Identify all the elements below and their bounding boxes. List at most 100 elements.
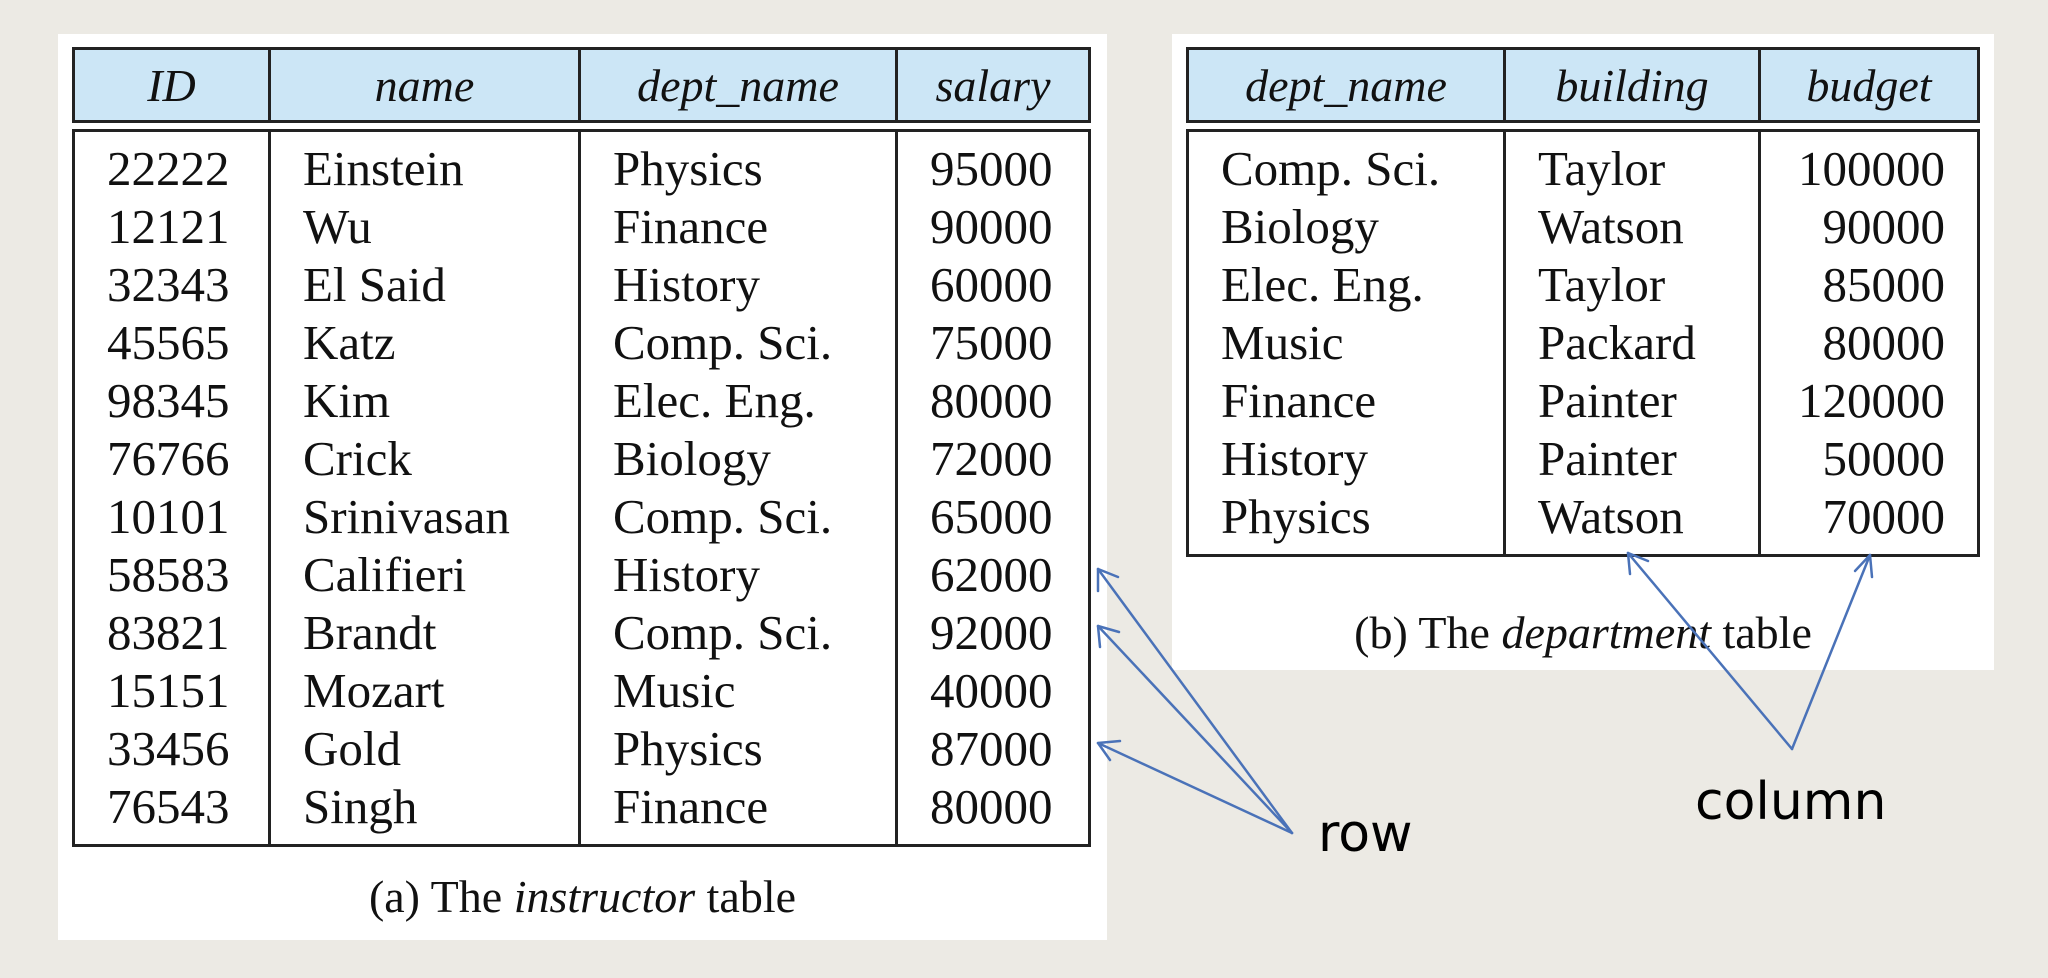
department-header-gap-cell [1187, 121, 1979, 131]
instructor-cell-dept-name: Comp. Sci. [578, 314, 898, 372]
instructor-cell-id: 32343 [72, 256, 271, 314]
instructor-caption-suffix: table [695, 871, 797, 922]
instructor-cell-salary: 80000 [895, 778, 1091, 847]
department-caption-suffix: table [1710, 607, 1812, 658]
instructor-cell-dept-name: History [578, 546, 898, 604]
table-row: 45565 Katz Comp. Sci. 75000 [72, 314, 1091, 372]
instructor-cell-salary: 80000 [895, 372, 1091, 430]
department-cell-dept-name: Music [1186, 314, 1506, 372]
instructor-cell-id: 58583 [72, 546, 271, 604]
table-row: 12121 Wu Finance 90000 [72, 198, 1091, 256]
department-cell-building: Painter [1503, 430, 1761, 488]
instructor-cell-salary: 87000 [895, 720, 1091, 778]
department-cell-budget: 70000 [1758, 488, 1980, 557]
department-cell-building: Taylor [1503, 129, 1761, 198]
department-cell-budget: 50000 [1758, 430, 1980, 488]
instructor-caption: (a) The instructor table [58, 870, 1107, 923]
department-table: dept_name building budget Comp. Sci. Tayl… [1186, 47, 1980, 557]
instructor-cell-id: 98345 [72, 372, 271, 430]
instructor-cell-name: Singh [268, 778, 581, 847]
department-cell-dept-name: Physics [1186, 488, 1506, 557]
department-cell-building: Packard [1503, 314, 1761, 372]
instructor-cell-name: Califieri [268, 546, 581, 604]
instructor-cell-name: Kim [268, 372, 581, 430]
instructor-cell-id: 76543 [72, 778, 271, 847]
department-cell-building: Watson [1503, 488, 1761, 557]
department-col-dept-name: dept_name [1186, 47, 1506, 123]
department-caption-italic: department [1501, 607, 1711, 658]
table-row: 76766 Crick Biology 72000 [72, 430, 1091, 488]
department-cell-dept-name: Biology [1186, 198, 1506, 256]
table-row: 10101 Srinivasan Comp. Sci. 65000 [72, 488, 1091, 546]
table-row: History Painter 50000 [1186, 430, 1980, 488]
department-cell-dept-name: Finance [1186, 372, 1506, 430]
department-cell-building: Taylor [1503, 256, 1761, 314]
instructor-cell-name: Katz [268, 314, 581, 372]
table-row: 32343 El Said History 60000 [72, 256, 1091, 314]
instructor-cell-id: 33456 [72, 720, 271, 778]
instructor-table-panel: ID name dept_name salary 22222 Einstein Ph… [58, 34, 1107, 940]
department-table-panel: dept_name building budget Comp. Sci. Tayl… [1172, 34, 1994, 670]
instructor-cell-name: Brandt [268, 604, 581, 662]
instructor-cell-dept-name: History [578, 256, 898, 314]
table-row: Comp. Sci. Taylor 100000 [1186, 129, 1980, 198]
instructor-cell-salary: 90000 [895, 198, 1091, 256]
instructor-cell-id: 10101 [72, 488, 271, 546]
instructor-cell-name: Srinivasan [268, 488, 581, 546]
department-caption-prefix: (b) The [1354, 607, 1502, 658]
table-row: Elec. Eng. Taylor 85000 [1186, 256, 1980, 314]
department-cell-budget: 120000 [1758, 372, 1980, 430]
instructor-cell-id: 12121 [72, 198, 271, 256]
department-cell-dept-name: History [1186, 430, 1506, 488]
instructor-cell-name: Crick [268, 430, 581, 488]
instructor-cell-dept-name: Comp. Sci. [578, 488, 898, 546]
instructor-cell-dept-name: Comp. Sci. [578, 604, 898, 662]
instructor-cell-dept-name: Elec. Eng. [578, 372, 898, 430]
department-cell-dept-name: Elec. Eng. [1186, 256, 1506, 314]
department-cell-dept-name: Comp. Sci. [1186, 129, 1506, 198]
instructor-cell-dept-name: Physics [578, 720, 898, 778]
instructor-cell-salary: 92000 [895, 604, 1091, 662]
instructor-cell-name: Gold [268, 720, 581, 778]
table-row: 58583 Califieri History 62000 [72, 546, 1091, 604]
table-row: 33456 Gold Physics 87000 [72, 720, 1091, 778]
instructor-caption-prefix: (a) The [368, 871, 514, 922]
table-row: 98345 Kim Elec. Eng. 80000 [72, 372, 1091, 430]
table-row: Physics Watson 70000 [1186, 488, 1980, 557]
instructor-cell-id: 83821 [72, 604, 271, 662]
instructor-cell-dept-name: Finance [578, 778, 898, 847]
department-cell-budget: 80000 [1758, 314, 1980, 372]
instructor-cell-name: El Said [268, 256, 581, 314]
instructor-cell-salary: 40000 [895, 662, 1091, 720]
instructor-cell-dept-name: Physics [578, 129, 898, 198]
instructor-cell-name: Mozart [268, 662, 581, 720]
department-cell-budget: 100000 [1758, 129, 1980, 198]
table-row: 76543 Singh Finance 80000 [72, 778, 1091, 847]
table-row: 83821 Brandt Comp. Sci. 92000 [72, 604, 1091, 662]
department-cell-budget: 90000 [1758, 198, 1980, 256]
column-annotation-label: column [1695, 772, 1887, 832]
instructor-col-id: ID [72, 47, 271, 123]
table-row: 22222 Einstein Physics 95000 [72, 129, 1091, 198]
table-row: Music Packard 80000 [1186, 314, 1980, 372]
instructor-cell-id: 45565 [72, 314, 271, 372]
instructor-cell-name: Wu [268, 198, 581, 256]
instructor-cell-id: 15151 [72, 662, 271, 720]
department-cell-building: Watson [1503, 198, 1761, 256]
department-cell-building: Painter [1503, 372, 1761, 430]
instructor-caption-italic: instructor [513, 871, 696, 922]
instructor-cell-dept-name: Finance [578, 198, 898, 256]
instructor-cell-name: Einstein [268, 129, 581, 198]
instructor-cell-salary: 95000 [895, 129, 1091, 198]
instructor-cell-salary: 65000 [895, 488, 1091, 546]
instructor-cell-dept-name: Biology [578, 430, 898, 488]
department-header-gap [1187, 121, 1979, 131]
instructor-col-salary: salary [895, 47, 1091, 123]
department-table-body: Comp. Sci. Taylor 100000 Biology Watson 90000… [1186, 121, 1980, 557]
row-arrow-3 [1096, 741, 1294, 835]
instructor-cell-salary: 75000 [895, 314, 1091, 372]
instructor-table: ID name dept_name salary 22222 Einstein Ph… [72, 47, 1091, 847]
instructor-table-body: 22222 Einstein Physics 95000 12121 Wu Finance 9… [72, 121, 1091, 847]
table-row: Finance Painter 120000 [1186, 372, 1980, 430]
instructor-header-row: ID name dept_name salary [72, 47, 1091, 123]
